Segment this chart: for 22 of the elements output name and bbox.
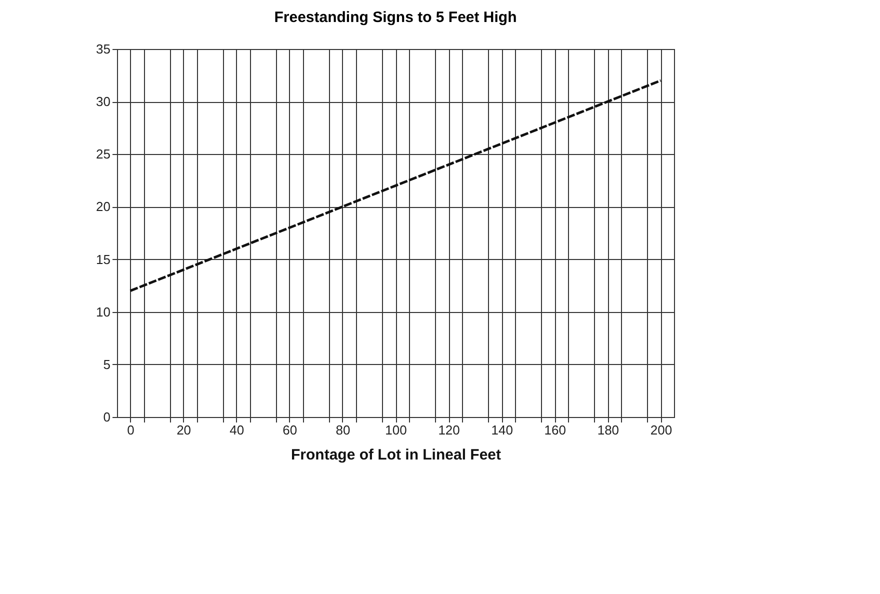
x-axis-title: Frontage of Lot in Lineal Feet <box>291 446 502 464</box>
x-tick-label: 140 <box>491 422 513 438</box>
y-tick-label: 20 <box>96 199 110 214</box>
x-tick-label: 80 <box>336 422 350 438</box>
x-tick-label: 160 <box>544 422 566 438</box>
x-tick-label: 60 <box>282 422 298 438</box>
x-tick-label: 100 <box>385 422 407 438</box>
y-tick-label: 0 <box>103 410 110 424</box>
y-tick-label: 35 <box>96 42 110 56</box>
x-tick-label: 0 <box>127 422 134 438</box>
chart-title: Freestanding Signs to 5 Feet High <box>274 9 517 26</box>
y-tick-label: 15 <box>96 252 110 267</box>
y-tick-label: 10 <box>96 304 110 320</box>
x-tick-label: 120 <box>438 422 460 438</box>
line-series <box>129 79 662 292</box>
y-tick-label: 30 <box>96 94 110 110</box>
x-tick-label: 40 <box>230 422 244 438</box>
x-tick-label: 180 <box>597 422 620 438</box>
y-tick-label: 25 <box>96 146 110 162</box>
x-tick-label: 20 <box>176 422 192 438</box>
y-tick-label: 5 <box>103 356 110 372</box>
x-tick-label: 200 <box>650 422 672 438</box>
